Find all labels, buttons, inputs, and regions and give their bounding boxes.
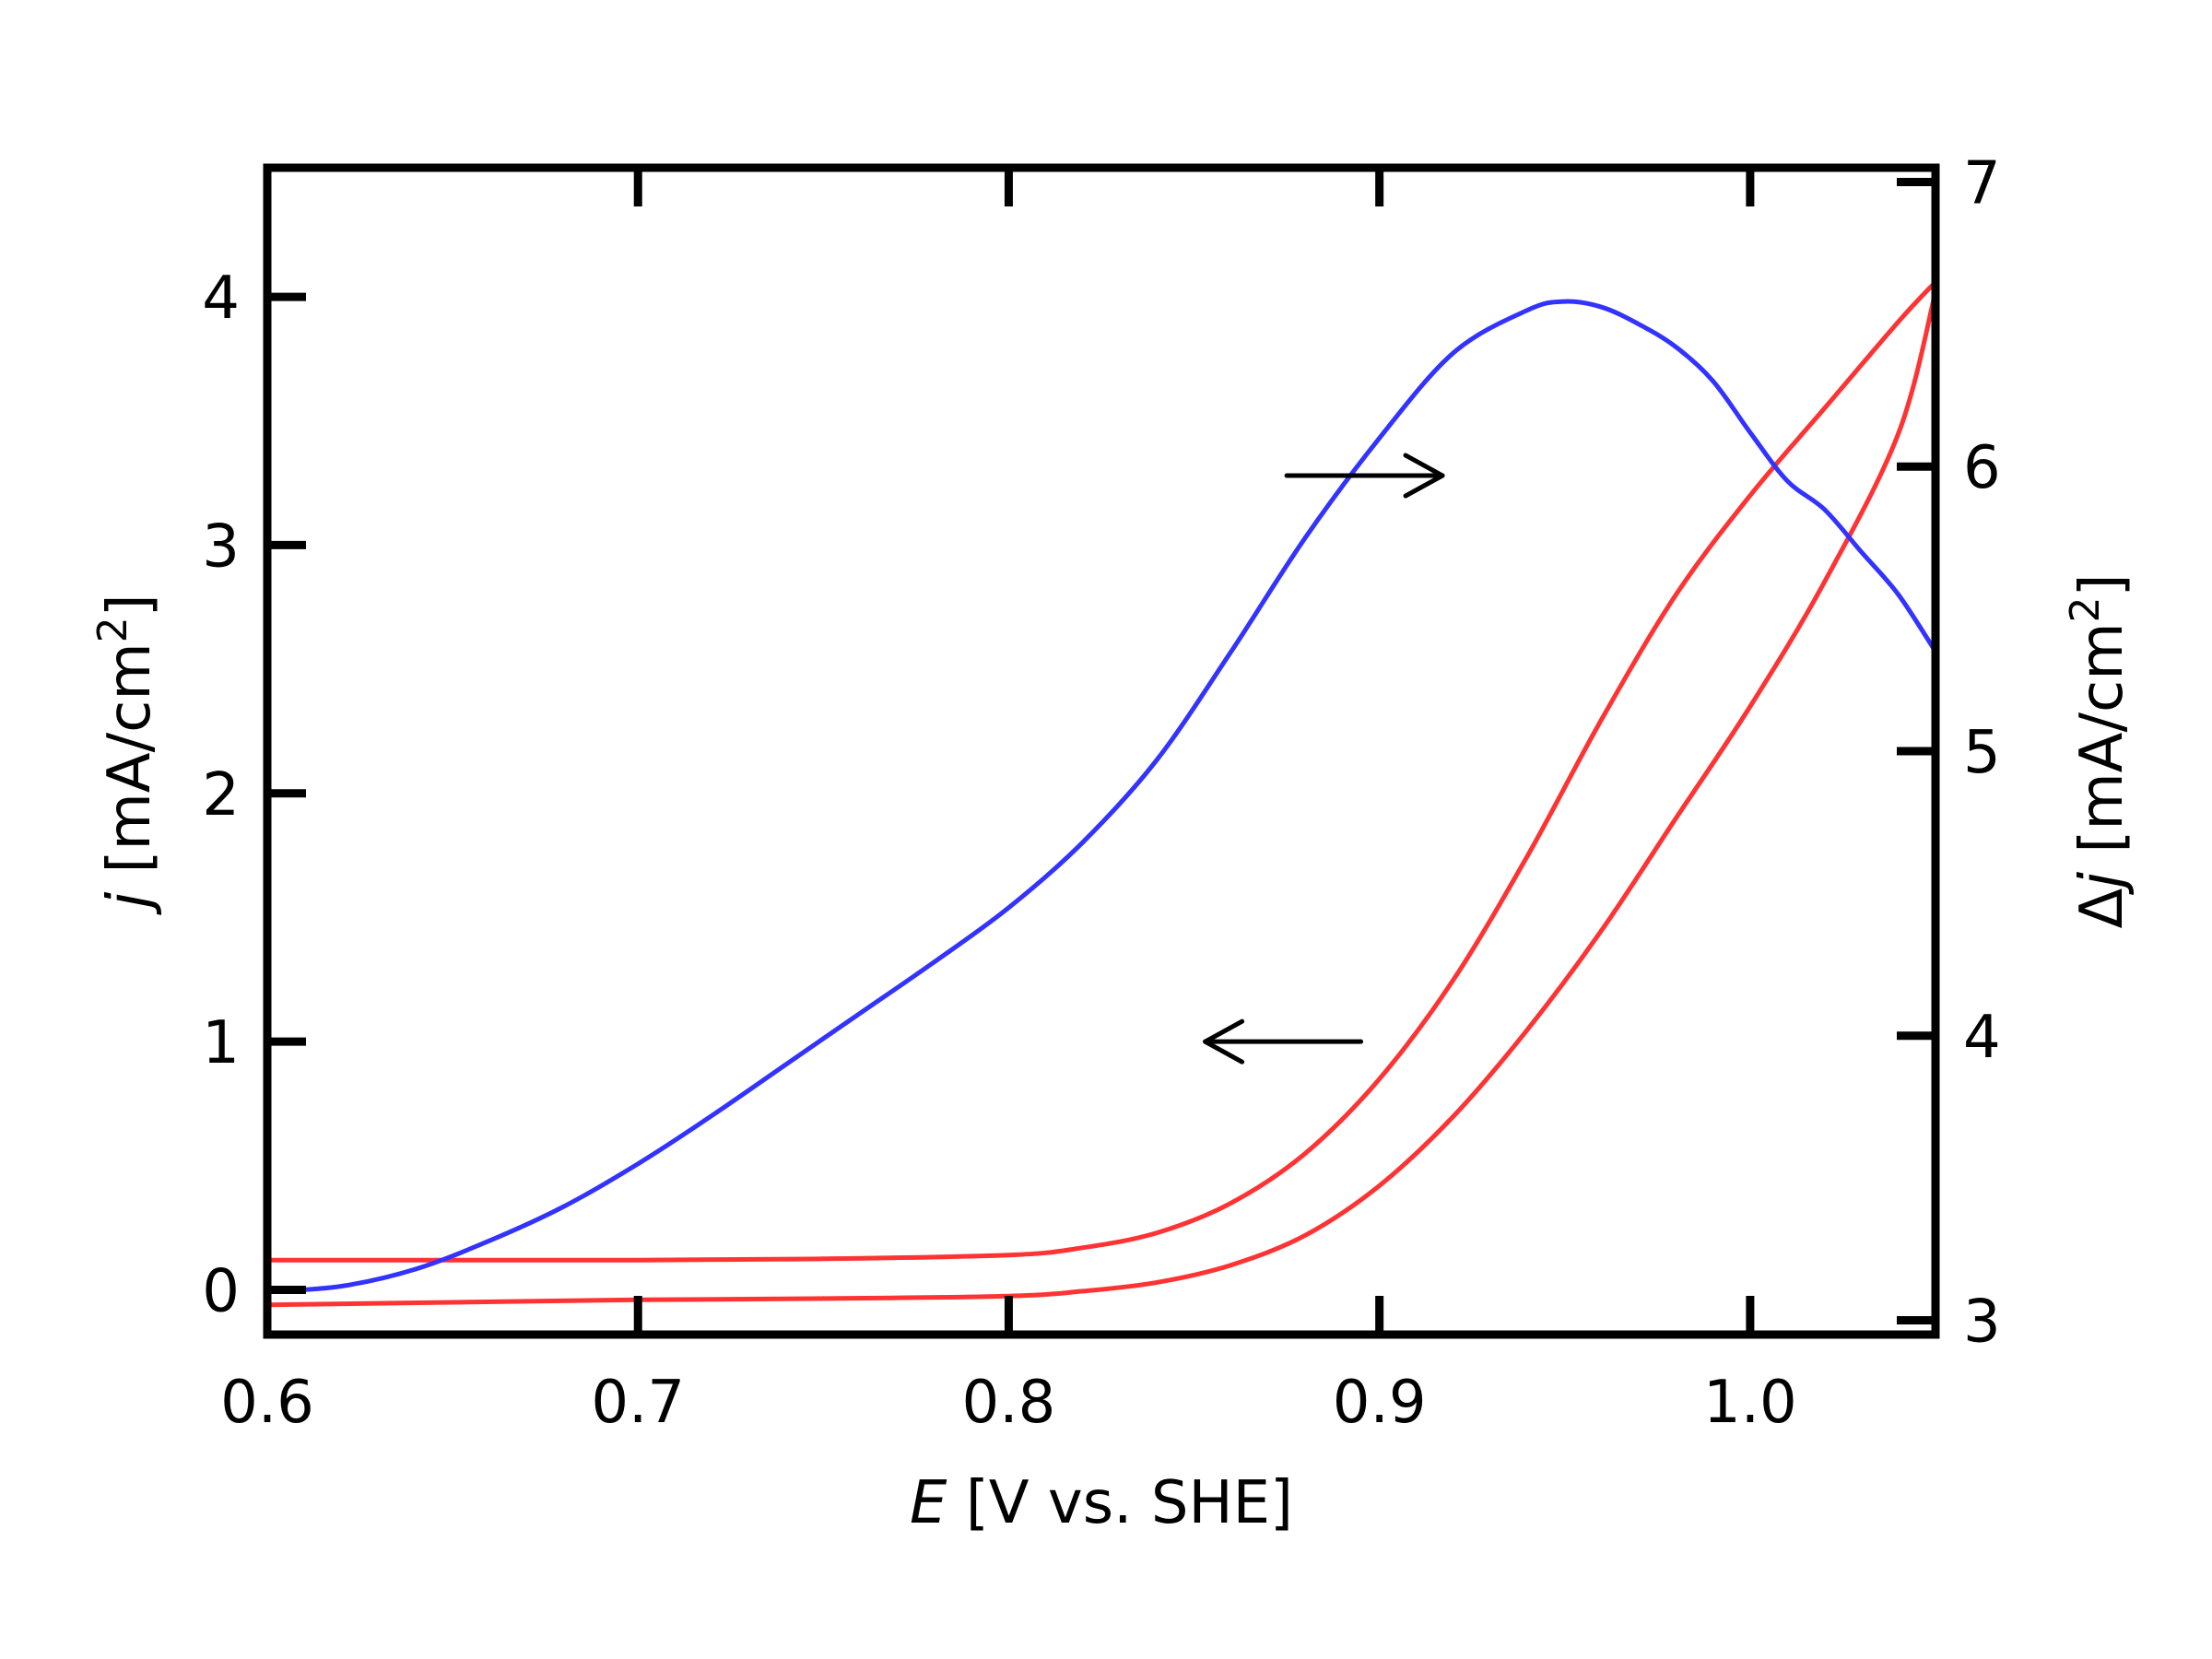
x-tick-label: 0.6: [220, 1369, 314, 1437]
y-right-axis-title-unit: [mA/cm: [2068, 622, 2136, 872]
label-layer: 0.6 0.7 0.8 0.9 1.0 0 1 2 3 4 3 4 5 6 7: [202, 149, 2000, 1437]
y-right-axis-title-prefix: Δ: [2068, 888, 2136, 929]
y-left-tick-label: 0: [202, 1258, 240, 1326]
y-left-axis-title: j [mA/cm2]: [89, 594, 165, 915]
y-left-tick-label: 3: [202, 512, 240, 581]
y-right-axis-title-sup: 2: [2062, 596, 2109, 622]
y-right-tick-label: 4: [1963, 1004, 2001, 1072]
x-axis-title: E [V vs. SHE]: [910, 1469, 1293, 1537]
annotation-layer: [1203, 453, 1445, 1065]
y-right-tick-label: 7: [1963, 149, 2001, 218]
arrow-head: [1403, 453, 1445, 499]
x-tick-label: 1.0: [1703, 1369, 1797, 1437]
y-right-tick-label: 5: [1963, 719, 2001, 787]
x-axis-title-var: E: [910, 1469, 947, 1537]
y-right-tick-label: 6: [1963, 434, 2001, 502]
y-right-axis-title-end: ]: [2068, 573, 2136, 596]
y-right-axis-title: Δj [mA/cm2]: [2062, 573, 2137, 928]
y-left-tick-label: 2: [202, 761, 240, 830]
series-line-0: [265, 279, 1938, 1263]
y-left-axis-title-sup: 2: [89, 617, 136, 642]
y-left-axis-title-var: j: [96, 892, 164, 916]
arrow-head: [1203, 1018, 1245, 1065]
series-layer: [265, 279, 1938, 1308]
y-left-axis-title-unit: [mA/cm: [96, 642, 164, 892]
y-right-tick-label: 3: [1963, 1288, 2001, 1357]
x-tick-label: 0.7: [591, 1369, 685, 1437]
y-left-tick-label: 1: [202, 1009, 240, 1077]
tick-layer: [263, 168, 1936, 1335]
series-line-2: [265, 299, 1938, 1295]
annotation-arrow-left: [1203, 1018, 1364, 1065]
x-tick-label: 0.8: [962, 1369, 1056, 1437]
plot-frame: [263, 163, 1940, 1339]
x-axis-title-unit: [V vs. SHE]: [947, 1469, 1293, 1537]
y-left-axis-title-end: ]: [96, 594, 164, 617]
x-tick-label: 0.9: [1333, 1369, 1427, 1437]
series-line-1: [265, 289, 1938, 1308]
annotation-arrow-right: [1284, 453, 1445, 499]
y-left-tick-label: 4: [202, 265, 240, 333]
